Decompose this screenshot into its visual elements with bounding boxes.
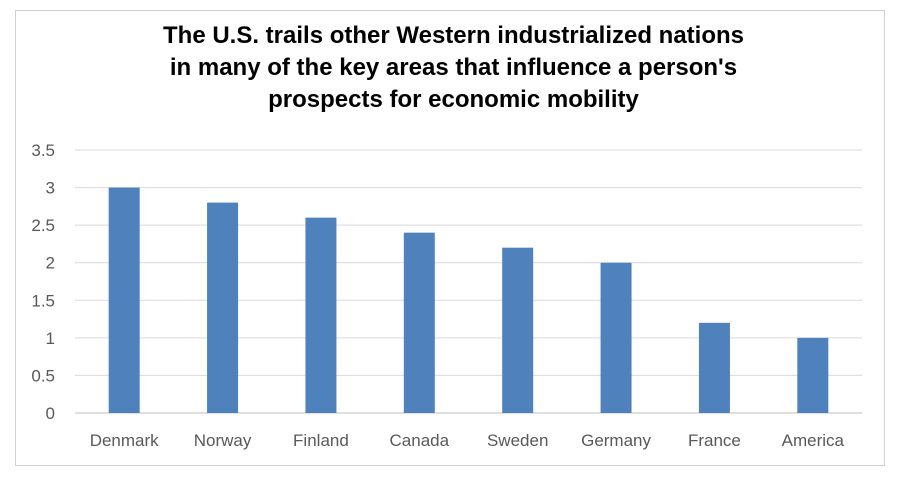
x-category-label: Sweden [487,431,548,450]
chart-title-line-1: The U.S. trails other Western industrial… [163,22,744,49]
chart-title: The U.S. trails other Western industrial… [0,20,907,116]
chart-frame [15,10,885,466]
x-category-label: Denmark [90,431,159,450]
x-category-label: America [782,431,845,450]
x-category-label: Germany [581,431,651,450]
x-axis-labels: Denmark Norway Finland Canada Sweden Germany F… [90,431,845,450]
y-tick-label: 0.5 [31,366,55,385]
x-category-label: Norway [194,431,252,450]
bar-sweden [502,247,534,413]
bar-canada [403,232,435,413]
chart-title-line-3: prospects for economic mobility [268,86,639,113]
y-axis-ticks: 0 0.5 1 1.5 2 2.5 3 3.5 [31,141,55,423]
bar-germany [600,262,632,413]
bar-norway [207,202,239,413]
y-tick-label: 3 [46,179,55,198]
y-tick-label: 1.5 [31,291,55,310]
x-category-label: France [688,431,741,450]
y-tick-label: 3.5 [31,141,55,160]
y-tick-label: 0 [46,404,55,423]
x-category-label: Finland [293,431,349,450]
y-tick-label: 2.5 [31,216,55,235]
bars [108,187,829,413]
bar-france [698,322,730,413]
bar-denmark [108,187,140,413]
gridlines [75,149,862,414]
bar-finland [305,217,337,413]
bar-america [797,337,829,413]
y-tick-label: 2 [46,254,55,273]
x-category-label: Canada [390,431,450,450]
y-tick-label: 1 [46,329,55,348]
chart-title-line-2: in many of the key areas that influence … [169,54,738,81]
